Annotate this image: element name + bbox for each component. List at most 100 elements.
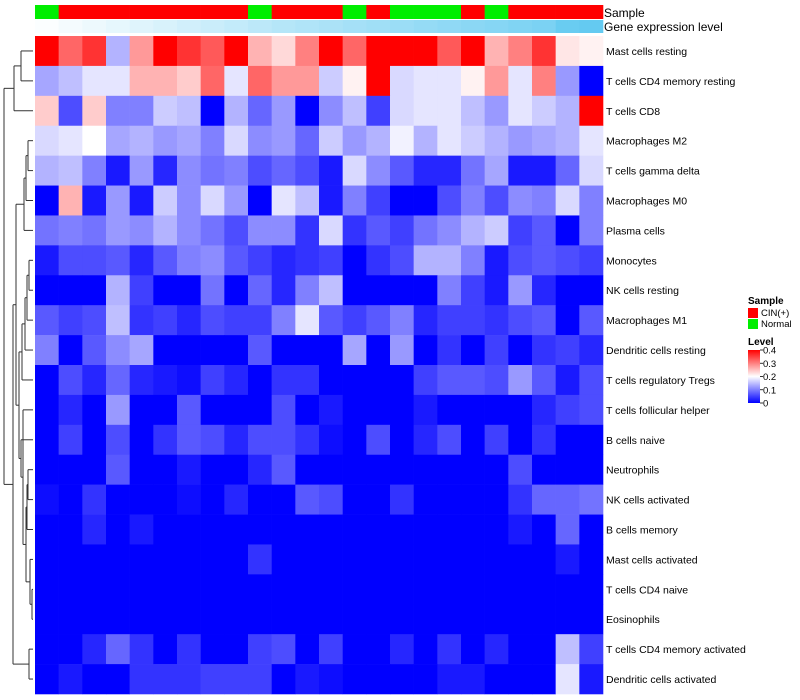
heatmap-cell	[35, 454, 59, 485]
heatmap-cell	[461, 544, 485, 575]
heatmap-cell	[484, 634, 509, 665]
heatmap-cell	[153, 155, 178, 186]
heatmap-cell	[579, 215, 604, 246]
heatmap-cell	[437, 514, 462, 545]
heatmap-cell	[106, 544, 130, 575]
heatmap-cell	[319, 245, 343, 276]
heatmap-cell	[366, 65, 391, 97]
heatmap-cell	[177, 335, 201, 366]
heatmap-cell	[437, 36, 462, 67]
heatmap-cell	[58, 604, 83, 635]
heatmap-cell	[579, 275, 604, 306]
row-label: T cells gamma delta	[606, 166, 700, 178]
heatmap-cell	[200, 544, 225, 575]
heatmap-cell	[248, 65, 272, 97]
sample-cell	[58, 5, 83, 19]
level-ticks: 0.4 0.3 0.2 0.1 0	[760, 346, 776, 410]
heatmap-cell	[129, 185, 154, 216]
heatmap-cell	[177, 275, 201, 306]
heatmap-cell	[153, 245, 178, 276]
heatmap-cell	[295, 544, 320, 575]
heatmap-cell	[271, 65, 296, 97]
heatmap-cell	[508, 155, 533, 186]
heatmap-cell	[248, 305, 272, 336]
heatmap-cell	[342, 424, 367, 456]
heatmap-cell	[342, 275, 367, 306]
heatmap-cell	[295, 365, 320, 396]
heatmap-cell	[271, 125, 296, 156]
heatmap-cell	[390, 245, 414, 276]
heatmap-cell	[224, 275, 249, 306]
heatmap-cell	[200, 215, 225, 246]
heatmap-cell	[248, 365, 272, 396]
heatmap-cell	[437, 155, 462, 186]
expression-cell	[390, 20, 414, 33]
heatmap-cell	[555, 365, 580, 396]
row-label: Dendritic cells activated	[606, 674, 716, 686]
heatmap-cell	[437, 634, 462, 665]
heatmap-cell	[200, 365, 225, 396]
heatmap-cell	[319, 215, 343, 246]
heatmap-cell	[129, 245, 154, 276]
heatmap-cell	[177, 484, 201, 515]
heatmap-cell	[106, 185, 130, 216]
heatmap-cell	[555, 215, 580, 246]
heatmap-cell	[532, 65, 556, 97]
heatmap-cell	[129, 394, 154, 426]
heatmap-cell	[82, 245, 107, 276]
heatmap-cell	[555, 454, 580, 485]
heatmap-cell	[366, 95, 391, 127]
heatmap-cell	[248, 155, 272, 186]
heatmap-cell	[106, 335, 130, 366]
heatmap-cell	[579, 394, 604, 426]
heatmap-cell	[35, 125, 59, 156]
heatmap-cell	[461, 484, 485, 515]
heatmap-cell	[248, 544, 272, 575]
expression-cell	[555, 20, 580, 33]
heatmap-cell	[106, 484, 130, 515]
level-tick-label: 0.3	[763, 359, 776, 370]
heatmap-cell	[484, 424, 509, 456]
heatmap-cell	[342, 305, 367, 336]
heatmap-cell	[177, 305, 201, 336]
heatmap-cell	[390, 544, 414, 575]
sample-legend-title: Sample	[748, 296, 784, 307]
heatmap-cell	[200, 245, 225, 276]
heatmap-cell	[177, 185, 201, 216]
heatmap-cell	[248, 36, 272, 67]
heatmap-cell	[35, 185, 59, 216]
heatmap-cell	[58, 155, 83, 186]
heatmap-cell	[390, 604, 414, 635]
heatmap-cell	[413, 155, 438, 186]
heatmap-cell	[106, 215, 130, 246]
heatmap-cell	[248, 275, 272, 306]
heatmap-cell	[224, 484, 249, 515]
heatmap-cell	[319, 634, 343, 665]
heatmap-cell	[342, 484, 367, 515]
heatmap-cell	[271, 155, 296, 186]
row-label: T cells CD4 naive	[606, 584, 688, 596]
heatmap-cell	[437, 305, 462, 336]
heatmap-cell	[390, 65, 414, 97]
heatmap-cell	[248, 514, 272, 545]
heatmap-cell	[390, 365, 414, 396]
heatmap-cell	[153, 394, 178, 426]
heatmap-cell	[271, 305, 296, 336]
heatmap-cell	[248, 394, 272, 426]
expression-cell	[579, 20, 604, 33]
heatmap-cell	[437, 454, 462, 485]
heatmap-cell	[82, 484, 107, 515]
heatmap-cell	[224, 245, 249, 276]
heatmap-cell	[508, 275, 533, 306]
heatmap-cell	[295, 454, 320, 485]
heatmap-cell	[342, 335, 367, 366]
heatmap-cell	[484, 155, 509, 186]
heatmap-cell	[271, 604, 296, 635]
heatmap-cell	[579, 484, 604, 515]
heatmap-cell	[295, 484, 320, 515]
heatmap-cell	[153, 335, 178, 366]
expression-cell	[200, 20, 225, 33]
heatmap-cell	[390, 155, 414, 186]
heatmap-cell	[82, 36, 107, 67]
heatmap-cell	[224, 454, 249, 485]
